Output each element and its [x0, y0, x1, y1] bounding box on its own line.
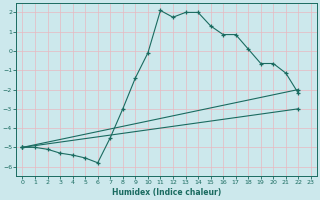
X-axis label: Humidex (Indice chaleur): Humidex (Indice chaleur) — [112, 188, 221, 197]
